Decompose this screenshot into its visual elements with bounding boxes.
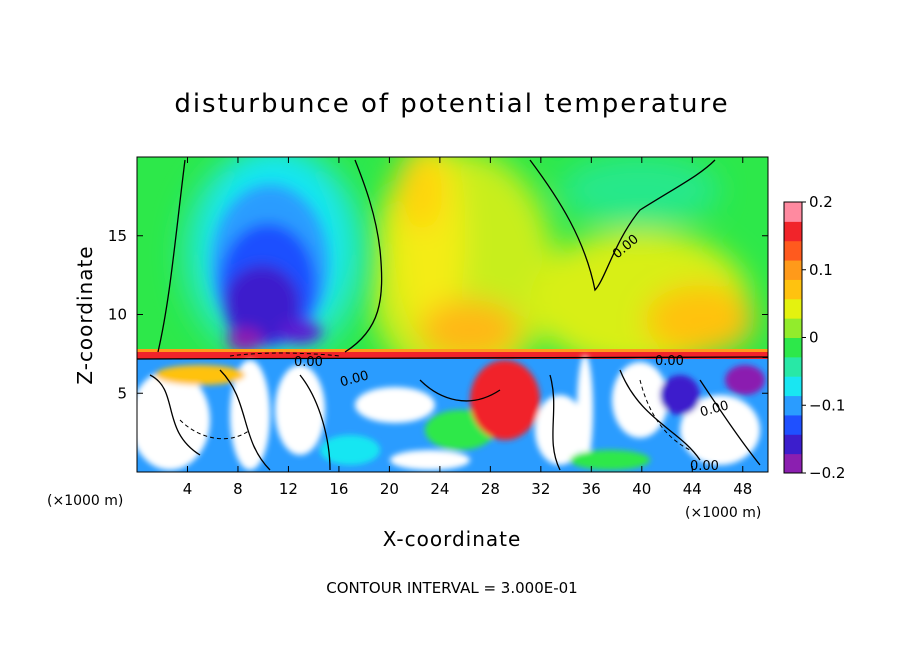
x-tick-label: 4 (183, 480, 193, 498)
x-tick-label: 48 (733, 480, 752, 498)
x-axis: 4 8 12 16 20 24 28 32 36 40 44 48 (183, 157, 752, 498)
colorbar-swatch (784, 240, 802, 261)
contour-label: 0.00 (690, 459, 719, 474)
x-tick-label: 24 (430, 480, 449, 498)
x-tick-label: 16 (329, 480, 348, 498)
lower-mixed-layer (137, 355, 768, 472)
x-axis-label: X-coordinate (383, 527, 522, 551)
colorbar-ticks: 0.2 0.1 0 −0.1 −0.2 (802, 193, 845, 482)
colorbar-tick-label: −0.2 (809, 464, 845, 482)
colorbar (784, 202, 802, 474)
colorbar-swatch (784, 221, 802, 242)
plot-area (137, 157, 768, 472)
contour-label: 0.00 (339, 368, 371, 390)
chart-title: disturbunce of potential temperature (174, 89, 729, 119)
colorbar-swatch (784, 337, 802, 358)
y-tick-label: 15 (108, 227, 127, 245)
colorbar-swatch (784, 356, 802, 377)
x-tick-label: 12 (279, 480, 298, 498)
colorbar-swatch (784, 279, 802, 300)
negative-contours (179, 352, 691, 451)
x-tick-label: 8 (233, 480, 243, 498)
colorbar-swatch (784, 260, 802, 280)
colorbar-tick-label: 0.2 (809, 193, 833, 211)
colorbar-swatch (784, 318, 802, 338)
inversion-band (137, 352, 768, 359)
colorbar-swatch (784, 453, 802, 474)
x-tick-label: 36 (582, 480, 601, 498)
x-tick-label: 40 (632, 480, 651, 498)
y-axis: 5 10 15 (108, 227, 768, 402)
colorbar-swatch (784, 395, 802, 416)
contour-interval-note: CONTOUR INTERVAL = 3.000E-01 (326, 579, 577, 597)
x-tick-label: 20 (380, 480, 399, 498)
contour-label: 0.00 (294, 355, 323, 370)
warm-anomaly-region (365, 157, 755, 390)
y-axis-label: Z-coordinate (73, 245, 97, 384)
x-tick-label: 28 (481, 480, 500, 498)
x-unit-left: (×1000 m) (47, 493, 123, 509)
colorbar-tick-label: 0 (809, 329, 819, 347)
y-tick-label: 5 (117, 384, 127, 402)
colorbar-tick-label: 0.1 (809, 261, 833, 279)
colorbar-swatch (784, 414, 802, 435)
x-unit-right: (×1000 m) (685, 505, 761, 521)
contour-label: 0.00 (699, 398, 731, 420)
colorbar-tick-label: −0.1 (809, 396, 845, 414)
colorbar-swatch (784, 202, 802, 222)
x-tick-label: 32 (531, 480, 550, 498)
x-tick-label: 44 (683, 480, 702, 498)
colorbar-swatch (784, 298, 802, 319)
y-tick-label: 10 (108, 306, 127, 324)
contour-label: 0.00 (655, 354, 684, 369)
cold-core-region (212, 185, 328, 352)
colorbar-swatch (784, 434, 802, 455)
colorbar-swatch (784, 376, 802, 397)
contour-lines (137, 159, 768, 471)
